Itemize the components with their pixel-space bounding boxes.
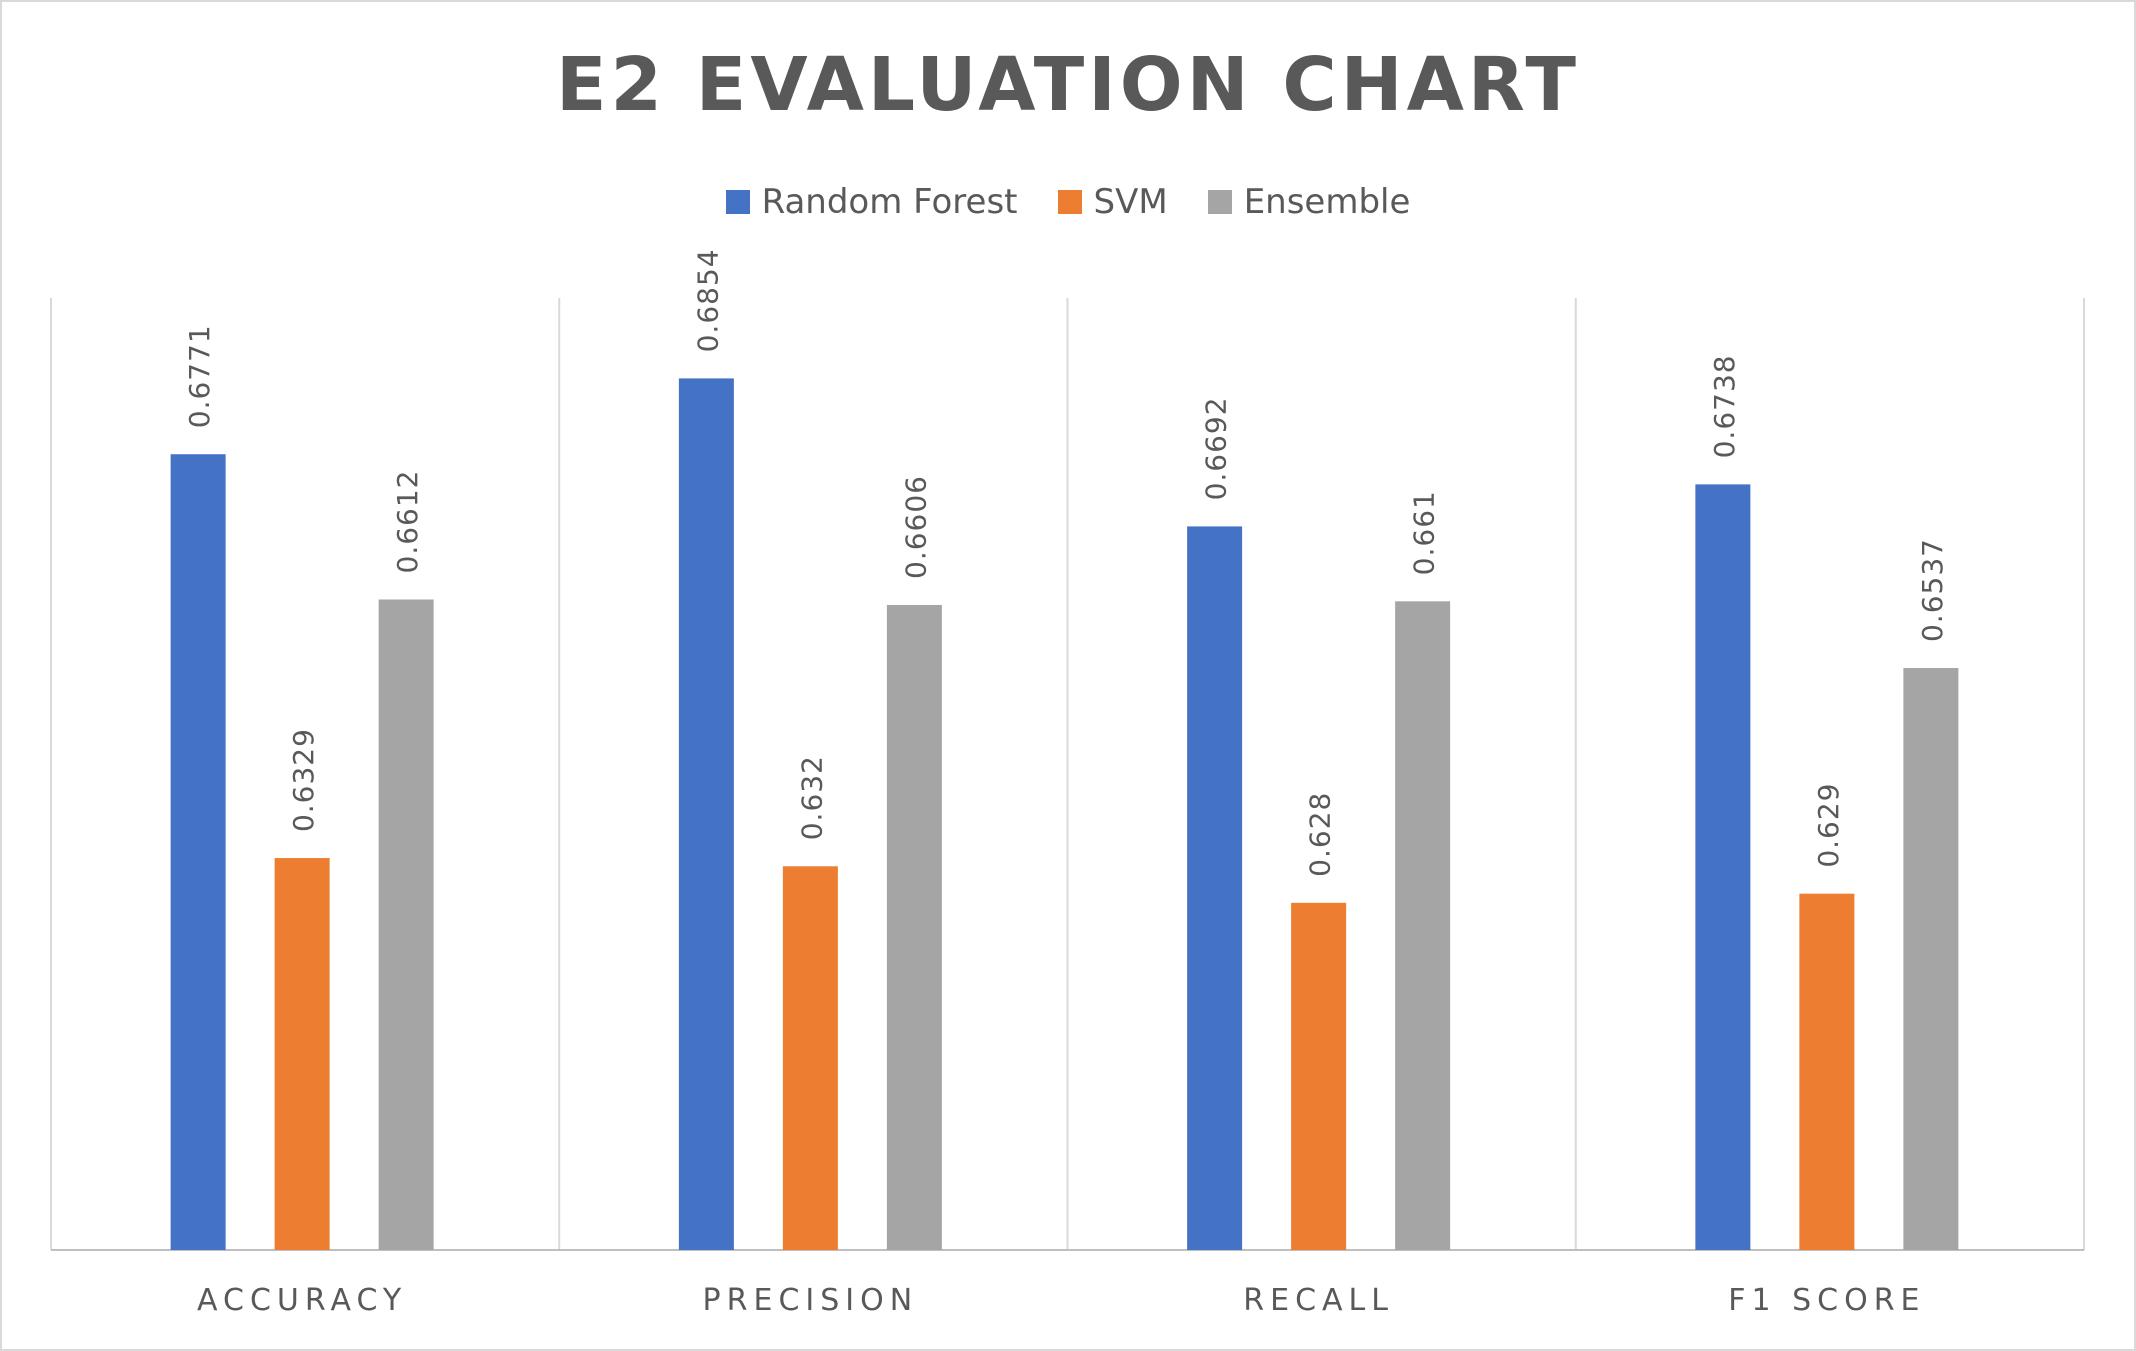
bar-ensemble-precision [886, 604, 942, 1250]
bar-svm-precision [782, 866, 838, 1250]
bar-svm-recall [1291, 902, 1347, 1250]
bar-random-forest-accuracy [170, 454, 226, 1250]
legend-swatch [1207, 190, 1232, 214]
bar-random-forest-recall [1187, 526, 1243, 1250]
legend-label: Random Forest [761, 182, 1018, 222]
legend-label: Ensemble [1243, 182, 1411, 222]
legend-swatch [725, 190, 750, 214]
bar-svm-accuracy [274, 858, 330, 1250]
legend-item-random-forest: Random Forest [725, 182, 1018, 222]
legend-label: SVM [1093, 182, 1168, 222]
bar-svm-f1-score [1799, 893, 1855, 1250]
bar-random-forest-precision [678, 378, 734, 1250]
data-label: 0.628 [1304, 792, 1337, 877]
data-label: 0.6612 [391, 470, 424, 574]
data-label: 0.6771 [183, 324, 216, 428]
data-label: 0.6738 [1708, 354, 1741, 458]
data-label: 0.661 [1408, 490, 1441, 575]
x-tick-label: ACCURACY [197, 1283, 407, 1318]
x-tick-label: PRECISION [703, 1283, 919, 1318]
data-label: 0.6606 [899, 475, 932, 579]
x-tick-label: RECALL [1243, 1283, 1394, 1318]
data-label: 0.6537 [1916, 538, 1949, 642]
data-label: 0.6329 [287, 728, 320, 832]
data-label: 0.629 [1812, 783, 1845, 868]
chart-legend: Random Forest SVM Ensemble [0, 182, 2136, 222]
bar-ensemble-recall [1395, 601, 1451, 1250]
data-label: 0.632 [795, 755, 828, 840]
legend-item-svm: SVM [1057, 182, 1168, 222]
bar-ensemble-accuracy [378, 599, 434, 1250]
data-label: 0.6854 [691, 248, 724, 352]
legend-item-ensemble: Ensemble [1207, 182, 1411, 222]
bar-random-forest-f1-score [1695, 484, 1751, 1251]
bar-ensemble-f1-score [1903, 668, 1959, 1250]
chart-title: E2 EVALUATION CHART [556, 42, 1580, 128]
data-label: 0.6692 [1200, 396, 1233, 500]
legend-swatch [1057, 190, 1082, 214]
x-tick-label: F1 SCORE [1728, 1283, 1925, 1318]
